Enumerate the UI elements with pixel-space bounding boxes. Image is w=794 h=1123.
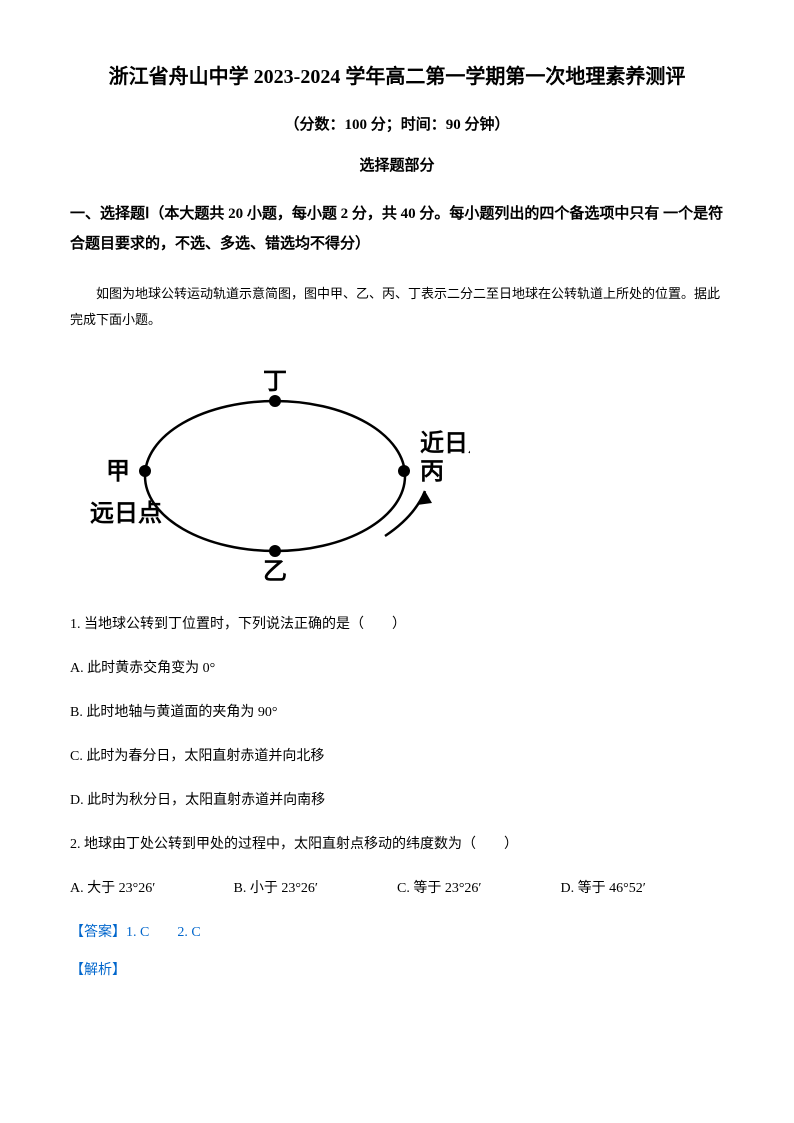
- point-left: [139, 465, 151, 477]
- label-left-lower: 远日点: [90, 500, 162, 527]
- analysis-text: 【解析】: [70, 959, 724, 979]
- arrow-head: [417, 491, 432, 505]
- q2-option-a: A. 大于 23°26′: [70, 875, 234, 903]
- label-left-upper: 甲: [106, 459, 130, 485]
- label-bottom: 乙: [263, 559, 287, 585]
- orbit-svg: 丁 近日点 丙 甲 远日点 乙: [90, 351, 470, 591]
- q1-option-a: A. 此时黄赤交角变为 0°: [70, 655, 724, 683]
- orbit-ellipse: [145, 401, 405, 551]
- section-title: 选择题部分: [70, 154, 724, 175]
- question-1: 1. 当地球公转到丁位置时，下列说法正确的是（ ）: [70, 611, 724, 639]
- exam-subtitle: （分数：100 分；时间：90 分钟）: [70, 113, 724, 134]
- q1-option-c: C. 此时为春分日，太阳直射赤道并向北移: [70, 743, 724, 771]
- q2-option-b: B. 小于 23°26′: [234, 875, 398, 903]
- label-top: 丁: [263, 369, 287, 395]
- exam-title: 浙江省舟山中学 2023-2024 学年高二第一学期第一次地理素养测评: [70, 60, 724, 89]
- question-2: 2. 地球由丁处公转到甲处的过程中，太阳直射点移动的纬度数为（ ）: [70, 831, 724, 859]
- section-instruction: 一、选择题Ⅰ（本大题共 20 小题，每小题 2 分，共 40 分。每小题列出的四…: [70, 199, 724, 259]
- answer-text: 【答案】1. C 2. C: [70, 921, 724, 941]
- label-right-upper: 近日点: [420, 430, 470, 457]
- q1-option-d: D. 此时为秋分日，太阳直射赤道并向南移: [70, 787, 724, 815]
- q2-option-c: C. 等于 23°26′: [397, 875, 561, 903]
- question-context: 如图为地球公转运动轨道示意简图，图中甲、乙、丙、丁表示二分二至日地球在公转轨道上…: [70, 281, 724, 333]
- point-bottom: [269, 545, 281, 557]
- q1-option-b: B. 此时地轴与黄道面的夹角为 90°: [70, 699, 724, 727]
- arrow-arc: [385, 491, 425, 536]
- q2-options-row: A. 大于 23°26′ B. 小于 23°26′ C. 等于 23°26′ D…: [70, 875, 724, 903]
- label-right-lower: 丙: [420, 459, 444, 485]
- point-top: [269, 395, 281, 407]
- point-right: [398, 465, 410, 477]
- orbit-diagram: 丁 近日点 丙 甲 远日点 乙: [90, 351, 470, 591]
- q2-option-d: D. 等于 46°52′: [561, 875, 725, 903]
